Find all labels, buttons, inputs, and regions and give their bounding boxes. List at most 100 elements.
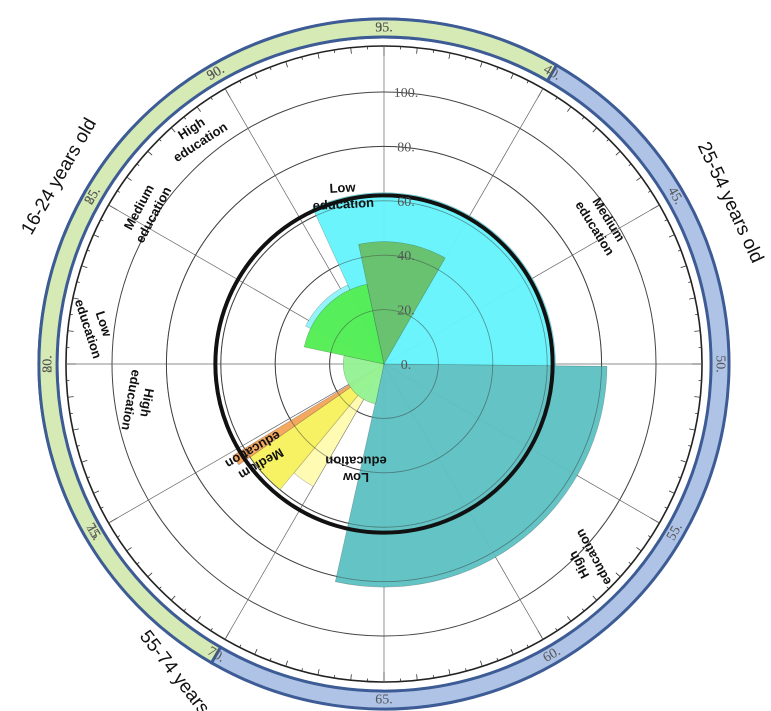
reference-ring [213,193,555,535]
tick-mark [465,56,467,60]
tick-mark [496,657,499,662]
tick-mark [350,674,352,681]
age-band [37,17,731,711]
tick-mark [448,52,451,59]
tick-mark [196,616,201,622]
tick-mark [76,281,80,283]
tick-mark [269,66,272,71]
tick-mark [496,66,499,71]
tick-mark [664,219,668,222]
tick-mark [668,234,675,238]
tick-mark [72,297,79,300]
tick-mark [677,476,682,479]
tick-mark [72,428,79,431]
segment-label-line1: Low [329,179,357,195]
tick-mark [81,460,88,463]
tick-mark [269,657,272,662]
tick-mark [688,281,692,283]
age-band-segment [37,17,559,665]
radial-tick-label: 80. [397,140,415,155]
grid-circle-overlay [220,200,548,528]
age-tick-label: 95. [375,21,393,36]
tick-mark [93,234,100,238]
bar-55-74-high [358,241,446,365]
tick-mark [86,249,91,252]
tick-mark [555,627,558,631]
radial-tick-labels: 0. 20. 40. 60. 80. 100. [394,86,419,373]
tick-mark [689,428,696,431]
tick-mark [592,595,598,601]
tick-mark [689,297,696,300]
tick-mark [183,608,187,612]
tick-mark [81,265,88,268]
grid-circle-overlay [274,254,494,474]
tick-mark [239,80,242,84]
tick-mark [285,61,288,68]
segment-label-line2: education [312,195,374,213]
tick-mark [647,190,651,193]
tick-mark [636,176,642,181]
tick-mark [210,97,213,101]
segment-label-line1: Low [342,470,369,485]
tick-mark [694,396,701,398]
tick-mark [254,73,258,80]
radial-tick-label: 40. [397,249,415,264]
age-tick-marks [66,46,702,682]
tick-mark [416,47,418,54]
radial-tick-label: 0. [401,358,412,373]
tick-mark [510,648,514,655]
age-tick-label: 35. [375,21,393,36]
tick-mark [628,163,632,167]
tick-mark [555,97,558,101]
tick-mark [416,674,418,681]
tick-mark [668,490,675,494]
segment-label: Loweducation [311,179,374,213]
tick-mark [76,445,80,447]
tick-mark [301,56,303,60]
grid-circle-overlay [165,145,603,583]
segment-label-line2: education [325,454,386,469]
tick-mark [317,52,320,59]
bar-55-74-medium [303,283,385,365]
tick-mark [480,61,483,68]
tick-mark [117,190,121,193]
grid-overlay [165,145,603,583]
tick-mark [147,572,153,578]
tick-mark [136,561,140,565]
grid-circle-overlay [329,309,439,419]
radial-tick-label: 100. [394,86,419,101]
tick-mark [664,506,668,509]
age-tick-label: 50. [713,355,728,373]
tick-mark [526,644,529,648]
tick-mark [680,265,687,268]
tick-mark [615,572,621,578]
tick-mark [158,586,162,590]
tick-mark [301,668,303,672]
tick-mark [100,219,104,222]
tick-mark [67,330,74,332]
tick-mark [465,668,467,672]
tick-mark [694,330,701,332]
tick-mark [581,116,585,120]
tick-mark [647,535,651,538]
tick-mark [448,669,451,676]
tick-mark [628,561,632,565]
tick-mark [136,163,140,167]
tick-mark [510,73,514,80]
tick-mark [170,127,176,133]
age-tick-label: 20. [41,355,56,373]
tick-mark [350,47,352,54]
radial-tick-label: 20. [397,304,415,319]
tick-mark [158,138,162,142]
grid-spoke [108,363,385,524]
tick-mark [581,608,585,612]
tick-mark [210,627,213,631]
tick-mark [285,660,288,667]
tick-mark [606,138,610,142]
tick-mark [126,547,132,552]
tick-mark [567,106,572,112]
tick-mark [239,644,242,648]
tick-mark [254,648,258,655]
age-tick-label: 15 [83,522,103,542]
